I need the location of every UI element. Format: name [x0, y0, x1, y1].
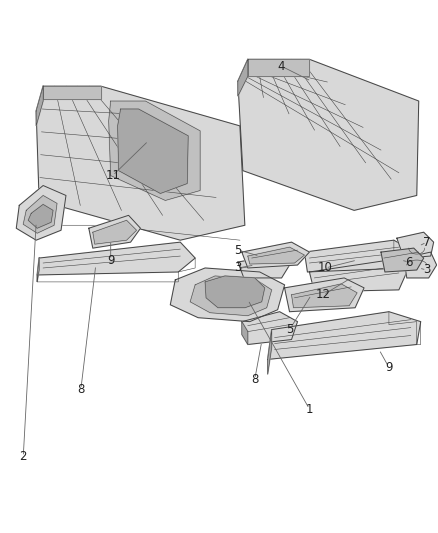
Polygon shape	[37, 258, 39, 282]
Polygon shape	[93, 220, 137, 244]
Text: 6: 6	[405, 255, 413, 269]
Text: 4: 4	[278, 60, 285, 73]
Polygon shape	[16, 185, 66, 240]
Text: 10: 10	[318, 262, 333, 274]
Polygon shape	[36, 86, 245, 240]
Polygon shape	[238, 59, 419, 211]
Polygon shape	[23, 196, 57, 233]
Text: 9: 9	[385, 361, 392, 374]
Polygon shape	[170, 268, 285, 321]
Text: 11: 11	[105, 169, 120, 182]
Polygon shape	[109, 101, 200, 200]
Polygon shape	[238, 59, 248, 96]
Polygon shape	[381, 248, 424, 272]
Text: 9: 9	[107, 254, 114, 266]
Polygon shape	[43, 86, 101, 99]
Polygon shape	[118, 109, 188, 193]
Text: 12: 12	[316, 288, 331, 301]
Polygon shape	[404, 252, 437, 278]
Polygon shape	[242, 312, 297, 344]
Polygon shape	[36, 86, 43, 126]
Text: 8: 8	[77, 383, 85, 395]
Text: 2: 2	[20, 450, 27, 463]
Text: 3: 3	[234, 262, 242, 274]
Text: 5: 5	[234, 244, 242, 256]
Text: 1: 1	[306, 402, 313, 416]
Polygon shape	[248, 59, 309, 76]
Text: 5: 5	[286, 323, 293, 336]
Polygon shape	[242, 321, 248, 344]
Polygon shape	[89, 215, 141, 248]
Polygon shape	[248, 247, 304, 264]
Polygon shape	[397, 232, 434, 258]
Text: 7: 7	[423, 236, 431, 249]
Text: 8: 8	[251, 373, 258, 386]
Polygon shape	[238, 255, 290, 278]
Polygon shape	[28, 204, 53, 228]
Polygon shape	[242, 242, 309, 268]
Polygon shape	[292, 284, 357, 308]
Polygon shape	[285, 278, 364, 312]
Polygon shape	[205, 276, 265, 308]
Polygon shape	[37, 242, 195, 275]
Text: 3: 3	[423, 263, 431, 277]
Polygon shape	[309, 260, 407, 292]
Polygon shape	[190, 276, 272, 316]
Polygon shape	[304, 240, 414, 272]
Polygon shape	[268, 329, 272, 374]
Polygon shape	[268, 312, 421, 359]
